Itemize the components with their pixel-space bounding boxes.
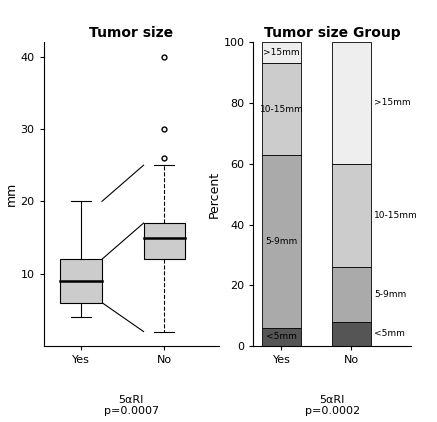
Text: >15mm: >15mm (375, 98, 411, 108)
Text: 10-15mm: 10-15mm (375, 211, 418, 220)
Title: Tumor size Group: Tumor size Group (264, 26, 400, 40)
Bar (262, 328, 301, 346)
Text: >15mm: >15mm (263, 49, 300, 57)
Text: 5αRI
p=0.0007: 5αRI p=0.0007 (104, 395, 159, 416)
Text: 5-9mm: 5-9mm (265, 237, 298, 246)
Y-axis label: Percent: Percent (208, 170, 221, 218)
Bar (144, 223, 185, 259)
Y-axis label: mm: mm (5, 182, 18, 206)
Bar (262, 154, 301, 328)
Bar (332, 322, 371, 346)
Bar (262, 63, 301, 154)
Bar (262, 42, 301, 63)
Bar (332, 267, 371, 322)
Text: <5mm: <5mm (266, 333, 297, 341)
Bar (332, 42, 371, 164)
Bar (332, 164, 371, 267)
Bar (60, 259, 102, 303)
Text: 5-9mm: 5-9mm (375, 290, 407, 299)
Title: Tumor size: Tumor size (89, 26, 173, 40)
Text: 5αRI
p=0.0002: 5αRI p=0.0002 (305, 395, 360, 416)
Text: <5mm: <5mm (375, 330, 405, 338)
Text: 10-15mm: 10-15mm (260, 105, 303, 114)
